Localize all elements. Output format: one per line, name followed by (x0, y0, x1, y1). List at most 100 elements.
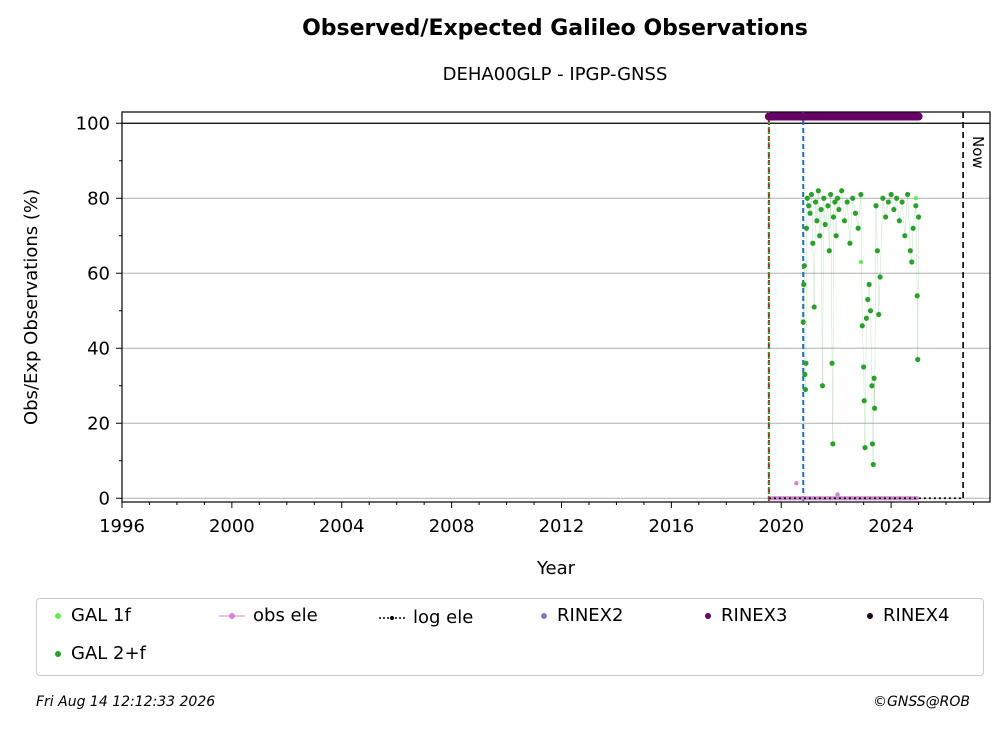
data-point (858, 259, 864, 265)
data-point (907, 248, 913, 254)
data-point (852, 210, 859, 216)
data-point (873, 203, 879, 209)
chart-subtitle: DEHA00GLP - IPGP-GNSS (442, 64, 668, 85)
data-point (914, 293, 920, 299)
legend-marker (55, 650, 61, 657)
y-tick-label: 60 (87, 263, 110, 284)
data-point (869, 383, 875, 389)
data-point (847, 240, 853, 246)
x-axis-label: Year (536, 558, 576, 579)
data-point (909, 259, 915, 265)
data-point (804, 195, 810, 201)
data-point (915, 214, 922, 220)
data-point (904, 191, 911, 198)
x-tick-label: 2000 (209, 516, 255, 537)
data-point (830, 441, 836, 447)
data-point (891, 206, 897, 213)
legend-label: GAL 1f (71, 605, 131, 626)
data-point (803, 225, 810, 231)
data-point (833, 233, 839, 239)
data-point (861, 398, 867, 404)
data-point (832, 199, 838, 205)
data-point (807, 210, 813, 216)
legend-item-rinex3: RINEX3 (701, 605, 787, 626)
data-point (810, 240, 816, 246)
legend-item-gal-2f: GAL 2+f (51, 643, 146, 664)
data-point (850, 195, 856, 201)
data-point (910, 225, 916, 231)
data-point (865, 296, 871, 303)
data-point (826, 248, 832, 254)
now-label: Now (969, 136, 987, 169)
data-point (913, 196, 919, 201)
x-tick-label: 2008 (429, 516, 475, 537)
x-tick-label: 2020 (758, 516, 804, 537)
data-point (800, 319, 806, 325)
data-point (888, 191, 894, 198)
data-point (818, 206, 824, 213)
data-point (828, 191, 834, 198)
data-point (870, 461, 876, 468)
data-point (814, 218, 820, 224)
legend-label: log ele (413, 607, 474, 628)
data-point (866, 281, 872, 288)
data-point (871, 375, 877, 381)
x-tick-label: 2024 (868, 516, 914, 537)
plot-frame (121, 111, 991, 503)
data-point (844, 199, 850, 205)
data-point (830, 214, 837, 220)
data-point (802, 386, 809, 393)
data-point (815, 188, 821, 194)
data-point (894, 195, 900, 201)
chart-area: 0 20 40 60 80 100 1996 2000 2004 2008 2012 2016 2020… (21, 111, 991, 579)
legend-label: RINEX4 (883, 605, 950, 626)
data-point (861, 364, 867, 370)
data-point (876, 311, 882, 318)
data-point (877, 274, 883, 280)
y-tick-label: 0 (99, 488, 110, 509)
data-point (822, 221, 828, 228)
data-point (883, 214, 889, 220)
data-point (834, 195, 841, 201)
legend-label: RINEX2 (557, 605, 624, 626)
y-tick-label: 20 (87, 413, 110, 434)
data-point (885, 199, 891, 205)
y-axis-label: Obs/Exp Observations (%) (21, 189, 42, 425)
data-point (839, 188, 845, 194)
data-point (806, 203, 812, 209)
data-point (817, 233, 823, 239)
data-point (812, 199, 819, 205)
y-tick-label: 80 (87, 188, 110, 209)
data-point (794, 481, 799, 486)
series-obs-ele (768, 481, 919, 501)
data-point (874, 248, 880, 254)
data-point (802, 371, 808, 378)
data-point (821, 195, 827, 201)
data-point (835, 492, 840, 497)
legend-marker (379, 615, 405, 620)
x-tick-label: 1996 (99, 516, 145, 537)
chart-title: Observed/Expected Galileo Observations (302, 16, 808, 41)
legend-item-rinex4: RINEX4 (863, 605, 949, 626)
legend-marker (219, 612, 245, 619)
data-point (869, 441, 876, 447)
data-point (801, 281, 807, 288)
data-point (880, 195, 886, 201)
footer-credit: ©GNSS@ROB (873, 694, 970, 710)
data-point (863, 315, 869, 321)
data-point (872, 405, 878, 411)
data-point (915, 356, 921, 363)
y-tick-label: 100 (76, 113, 110, 134)
legend-item-obs-ele: obs ele (217, 605, 318, 626)
data-point (841, 218, 848, 224)
legend-marker (55, 612, 61, 619)
series-gal-1f (858, 196, 919, 280)
data-point (829, 360, 835, 366)
data-point (808, 191, 815, 198)
legend-item-log-ele: log ele (377, 607, 473, 628)
legend-item-rinex2: RINEX2 (537, 605, 623, 626)
x-tick-label: 2004 (319, 516, 365, 537)
legend-item-gal-1f: GAL 1f (51, 605, 131, 626)
data-point (902, 233, 908, 239)
data-point (859, 323, 865, 329)
